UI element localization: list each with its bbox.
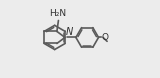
Text: O: O — [102, 33, 109, 42]
Text: H₂N: H₂N — [49, 9, 67, 18]
Text: N: N — [65, 27, 73, 37]
